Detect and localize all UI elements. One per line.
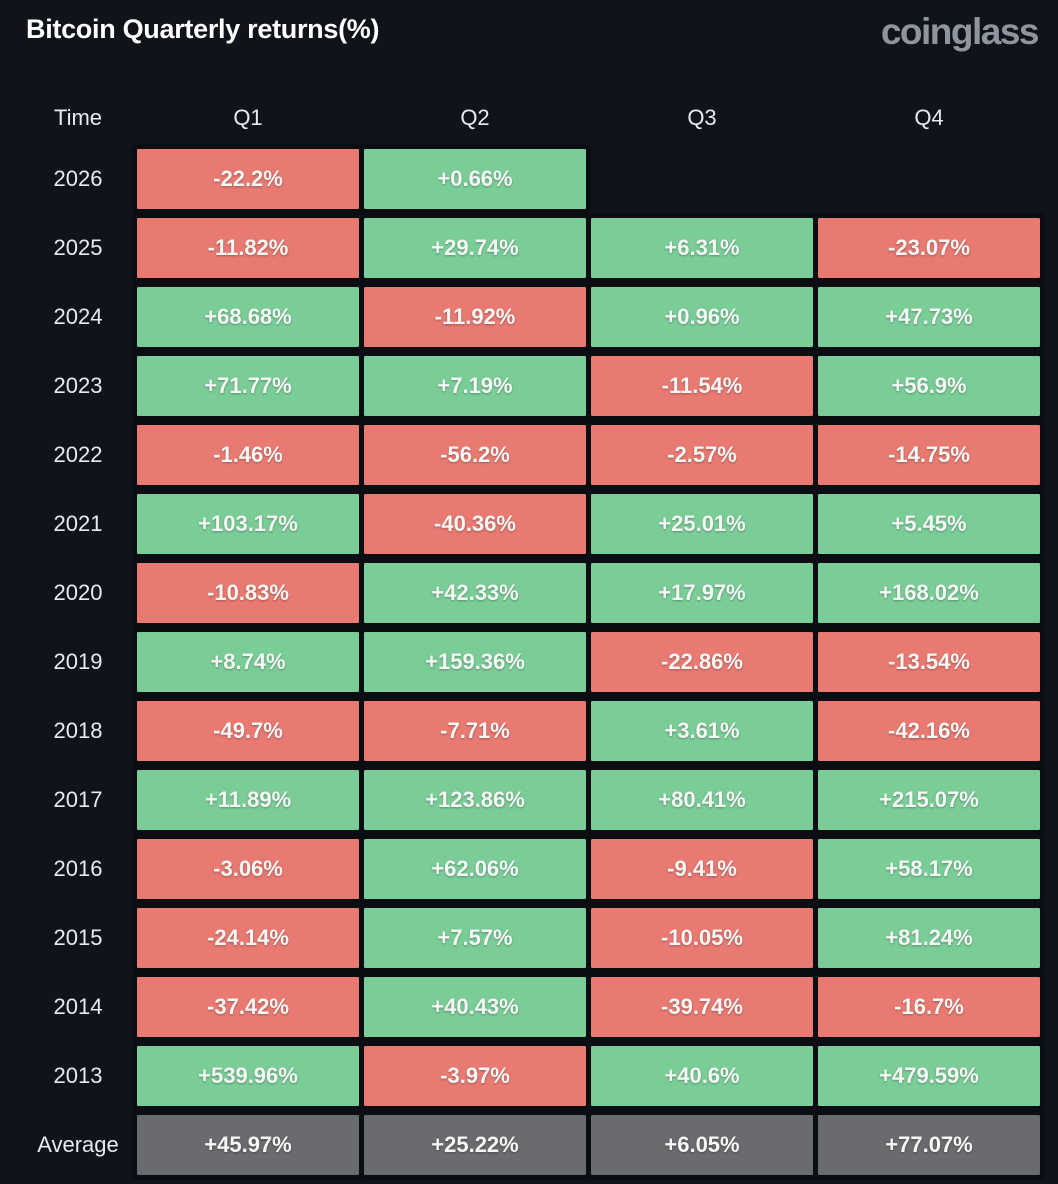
- return-cell: +6.31%: [586, 213, 818, 283]
- return-cell: [818, 149, 1040, 209]
- return-cell: +103.17%: [132, 489, 364, 559]
- average-cell: +77.07%: [813, 1110, 1045, 1180]
- return-cell: -11.82%: [132, 213, 364, 283]
- return-cell: -2.57%: [586, 420, 818, 490]
- year-label: 2015: [53, 925, 103, 950]
- return-cell: -56.2%: [359, 420, 591, 490]
- table-header-row: Time Q1 Q2 Q3 Q4: [0, 96, 1040, 140]
- return-cell: +17.97%: [586, 558, 818, 628]
- return-cell: -3.06%: [132, 834, 364, 904]
- return-cell: +62.06%: [359, 834, 591, 904]
- return-cell: -42.16%: [813, 696, 1045, 766]
- title-bar: Bitcoin Quarterly returns(%) coinglass: [0, 0, 1058, 64]
- year-label: 2014: [53, 994, 103, 1019]
- return-cell: -13.54%: [813, 627, 1045, 697]
- return-cell: -16.7%: [813, 972, 1045, 1042]
- return-cell: +539.96%: [132, 1041, 364, 1111]
- average-cell: +45.97%: [132, 1110, 364, 1180]
- return-cell: +0.96%: [586, 282, 818, 352]
- return-cell: +0.66%: [359, 144, 591, 214]
- return-cell: -11.92%: [359, 282, 591, 352]
- return-cell: +3.61%: [586, 696, 818, 766]
- return-cell: -1.46%: [132, 420, 364, 490]
- return-cell: -37.42%: [132, 972, 364, 1042]
- return-cell: -39.74%: [586, 972, 818, 1042]
- return-cell: +56.9%: [813, 351, 1045, 421]
- column-header-q2: Q2: [460, 105, 490, 130]
- return-cell: +215.07%: [813, 765, 1045, 835]
- coinglass-logo: coinglass: [880, 11, 1040, 52]
- column-header-q1: Q1: [233, 105, 263, 130]
- return-cell: +7.19%: [359, 351, 591, 421]
- return-cell: +25.01%: [586, 489, 818, 559]
- return-cell: +159.36%: [359, 627, 591, 697]
- year-label: 2017: [53, 787, 103, 812]
- return-cell: -11.54%: [586, 351, 818, 421]
- return-cell: +42.33%: [359, 558, 591, 628]
- return-cell: +68.68%: [132, 282, 364, 352]
- return-cell: +71.77%: [132, 351, 364, 421]
- return-cell: +11.89%: [132, 765, 364, 835]
- year-label: 2019: [53, 649, 103, 674]
- return-cell: -40.36%: [359, 489, 591, 559]
- page-title: Bitcoin Quarterly returns(%): [26, 14, 380, 44]
- return-cell: -22.2%: [132, 144, 364, 214]
- return-cell: +8.74%: [132, 627, 364, 697]
- column-header-time: Time: [53, 105, 103, 130]
- year-label: 2026: [53, 166, 103, 191]
- return-cell: +5.45%: [813, 489, 1045, 559]
- return-cell: +81.24%: [813, 903, 1045, 973]
- return-cell: -14.75%: [813, 420, 1045, 490]
- returns-table: 2026 -22.2% +0.66% 2025 -11.82% +29.74% …: [0, 144, 1045, 1180]
- year-label: 2024: [53, 304, 103, 329]
- return-cell: +40.43%: [359, 972, 591, 1042]
- return-cell: -3.97%: [359, 1041, 591, 1111]
- year-label: 2023: [53, 373, 103, 398]
- return-cell: +168.02%: [813, 558, 1045, 628]
- return-cell: +47.73%: [813, 282, 1045, 352]
- year-label: 2018: [53, 718, 103, 743]
- average-label: Average: [37, 1132, 119, 1157]
- return-cell: -7.71%: [359, 696, 591, 766]
- return-cell: [591, 149, 813, 209]
- return-cell: +40.6%: [586, 1041, 818, 1111]
- year-label: 2020: [53, 580, 103, 605]
- return-cell: +479.59%: [813, 1041, 1045, 1111]
- average-cell: +6.05%: [586, 1110, 818, 1180]
- return-cell: +7.57%: [359, 903, 591, 973]
- return-cell: -24.14%: [132, 903, 364, 973]
- year-label: 2025: [53, 235, 103, 260]
- return-cell: -9.41%: [586, 834, 818, 904]
- return-cell: +58.17%: [813, 834, 1045, 904]
- column-header-q4: Q4: [914, 105, 944, 130]
- return-cell: -23.07%: [813, 213, 1045, 283]
- average-cell: +25.22%: [359, 1110, 591, 1180]
- return-cell: +80.41%: [586, 765, 818, 835]
- return-cell: +123.86%: [359, 765, 591, 835]
- column-header-q3: Q3: [687, 105, 717, 130]
- year-label: 2016: [53, 856, 103, 881]
- return-cell: -49.7%: [132, 696, 364, 766]
- return-cell: -10.05%: [586, 903, 818, 973]
- year-label: 2022: [53, 442, 103, 467]
- year-label: 2021: [53, 511, 103, 536]
- return-cell: -10.83%: [132, 558, 364, 628]
- year-label: 2013: [53, 1063, 103, 1088]
- return-cell: -22.86%: [586, 627, 818, 697]
- return-cell: +29.74%: [359, 213, 591, 283]
